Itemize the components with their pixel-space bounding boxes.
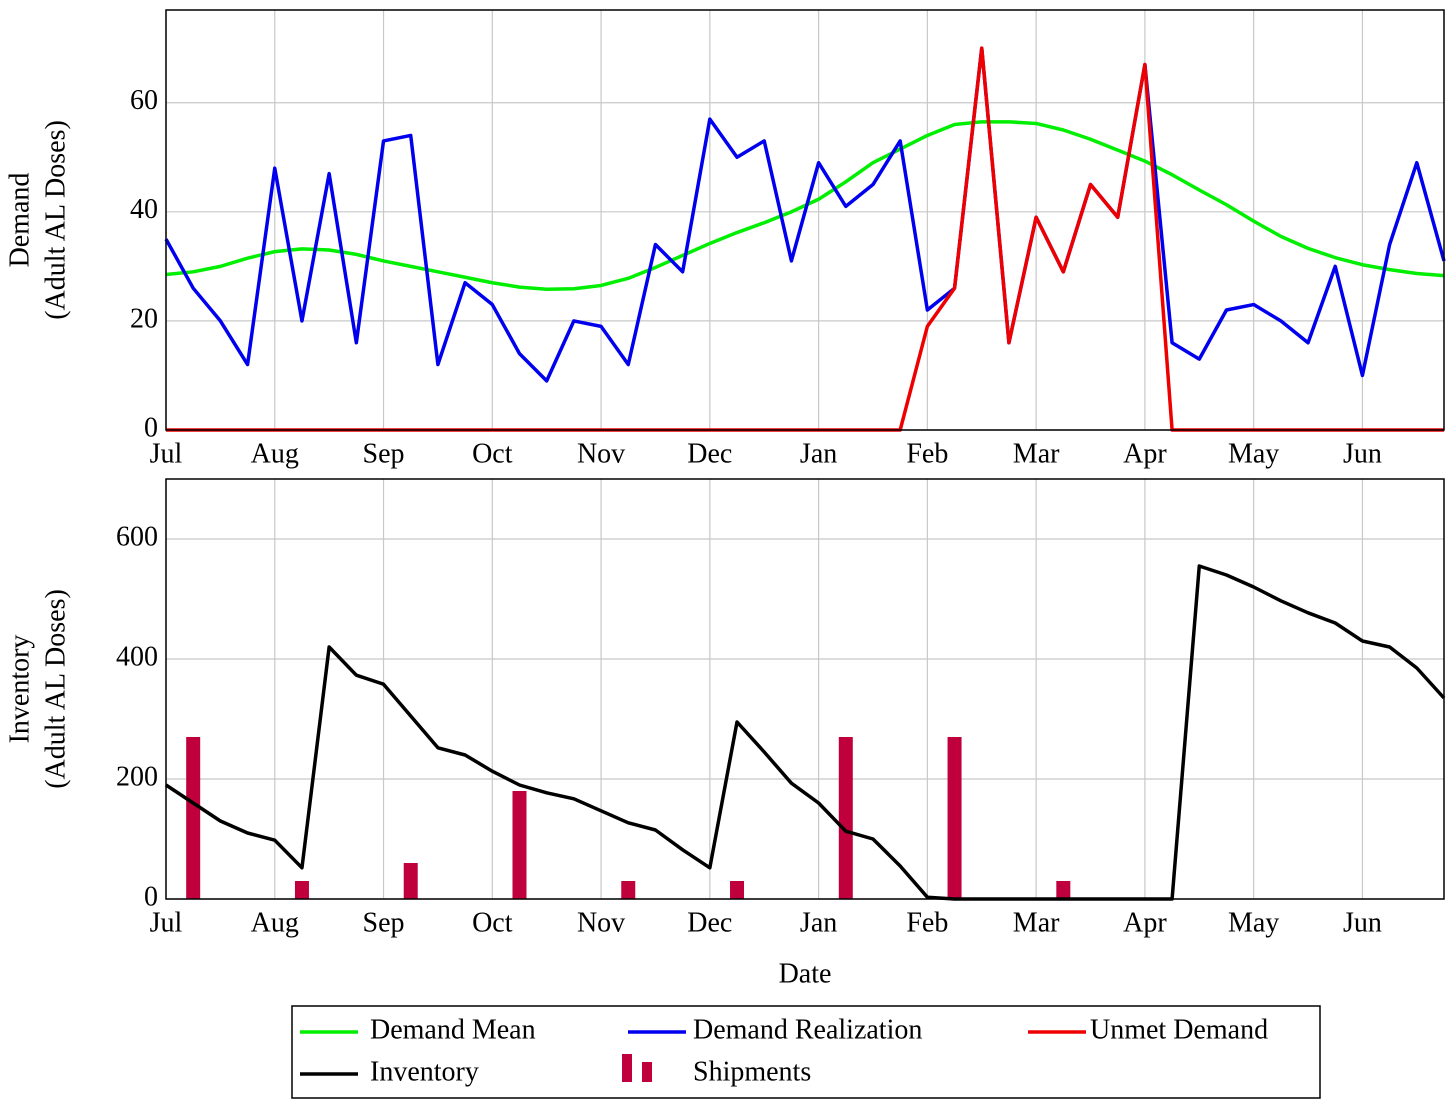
x-tick-label: May <box>1228 907 1279 938</box>
plot-frame <box>165 478 1445 900</box>
y-axis-label: (Adult AL Doses) <box>40 589 71 789</box>
legend-label: Shipments <box>693 1056 811 1087</box>
x-tick-label: Mar <box>1013 907 1060 938</box>
legend-label: Unmet Demand <box>1090 1014 1268 1045</box>
data-line <box>166 46 1444 432</box>
legend-label: Demand Mean <box>370 1014 536 1045</box>
x-tick-label: Feb <box>906 907 948 938</box>
x-tick-label: Apr <box>1123 438 1167 469</box>
x-tick-label: Aug <box>251 907 299 938</box>
bar <box>730 881 745 899</box>
data-line <box>165 564 1446 901</box>
legend-swatch <box>622 1054 632 1082</box>
x-tick-label: Mar <box>1013 438 1060 469</box>
x-tick-label: Sep <box>363 907 405 938</box>
legend-label: Demand Realization <box>693 1014 922 1045</box>
bar <box>947 737 962 899</box>
x-tick-label: Jun <box>1343 907 1382 938</box>
x-tick-label: Nov <box>577 907 625 938</box>
y-tick-label: 0 <box>144 412 158 443</box>
bar <box>294 881 309 899</box>
x-tick-label: Dec <box>687 438 732 469</box>
x-tick-label: Oct <box>472 907 513 938</box>
x-tick-label: Sep <box>363 438 405 469</box>
y-tick-label: 600 <box>116 521 158 552</box>
x-tick-label: Feb <box>906 438 948 469</box>
x-tick-label: Jun <box>1343 438 1382 469</box>
x-tick-label: Jul <box>150 438 183 469</box>
x-tick-label: Nov <box>577 438 625 469</box>
legend-swatch <box>642 1062 652 1082</box>
x-axis-label: Date <box>779 958 832 989</box>
x-tick-label: Apr <box>1123 907 1167 938</box>
x-tick-label: Dec <box>687 907 732 938</box>
bar <box>403 863 418 899</box>
x-tick-label: Oct <box>472 438 513 469</box>
y-tick-label: 0 <box>144 881 158 912</box>
y-tick-label: 20 <box>130 303 158 334</box>
x-tick-label: Jan <box>800 438 837 469</box>
x-tick-label: Jan <box>800 907 837 938</box>
y-tick-label: 400 <box>116 641 158 672</box>
bar <box>512 791 527 899</box>
y-tick-label: 40 <box>130 194 158 225</box>
bar <box>1056 881 1071 899</box>
y-axis-label: Demand <box>4 173 35 268</box>
legend-label: Inventory <box>370 1056 479 1087</box>
bar <box>621 881 636 899</box>
legend-box <box>291 1005 1321 1099</box>
y-axis-label: (Adult AL Doses) <box>40 120 71 320</box>
y-tick-label: 60 <box>130 85 158 116</box>
x-tick-label: Aug <box>251 438 299 469</box>
x-tick-label: Jul <box>150 907 183 938</box>
bar <box>186 737 201 899</box>
x-tick-label: May <box>1228 438 1279 469</box>
plot-frame <box>165 9 1445 431</box>
y-tick-label: 200 <box>116 761 158 792</box>
y-axis-label: Inventory <box>4 635 35 744</box>
data-line <box>164 46 1446 383</box>
bar <box>838 737 853 899</box>
